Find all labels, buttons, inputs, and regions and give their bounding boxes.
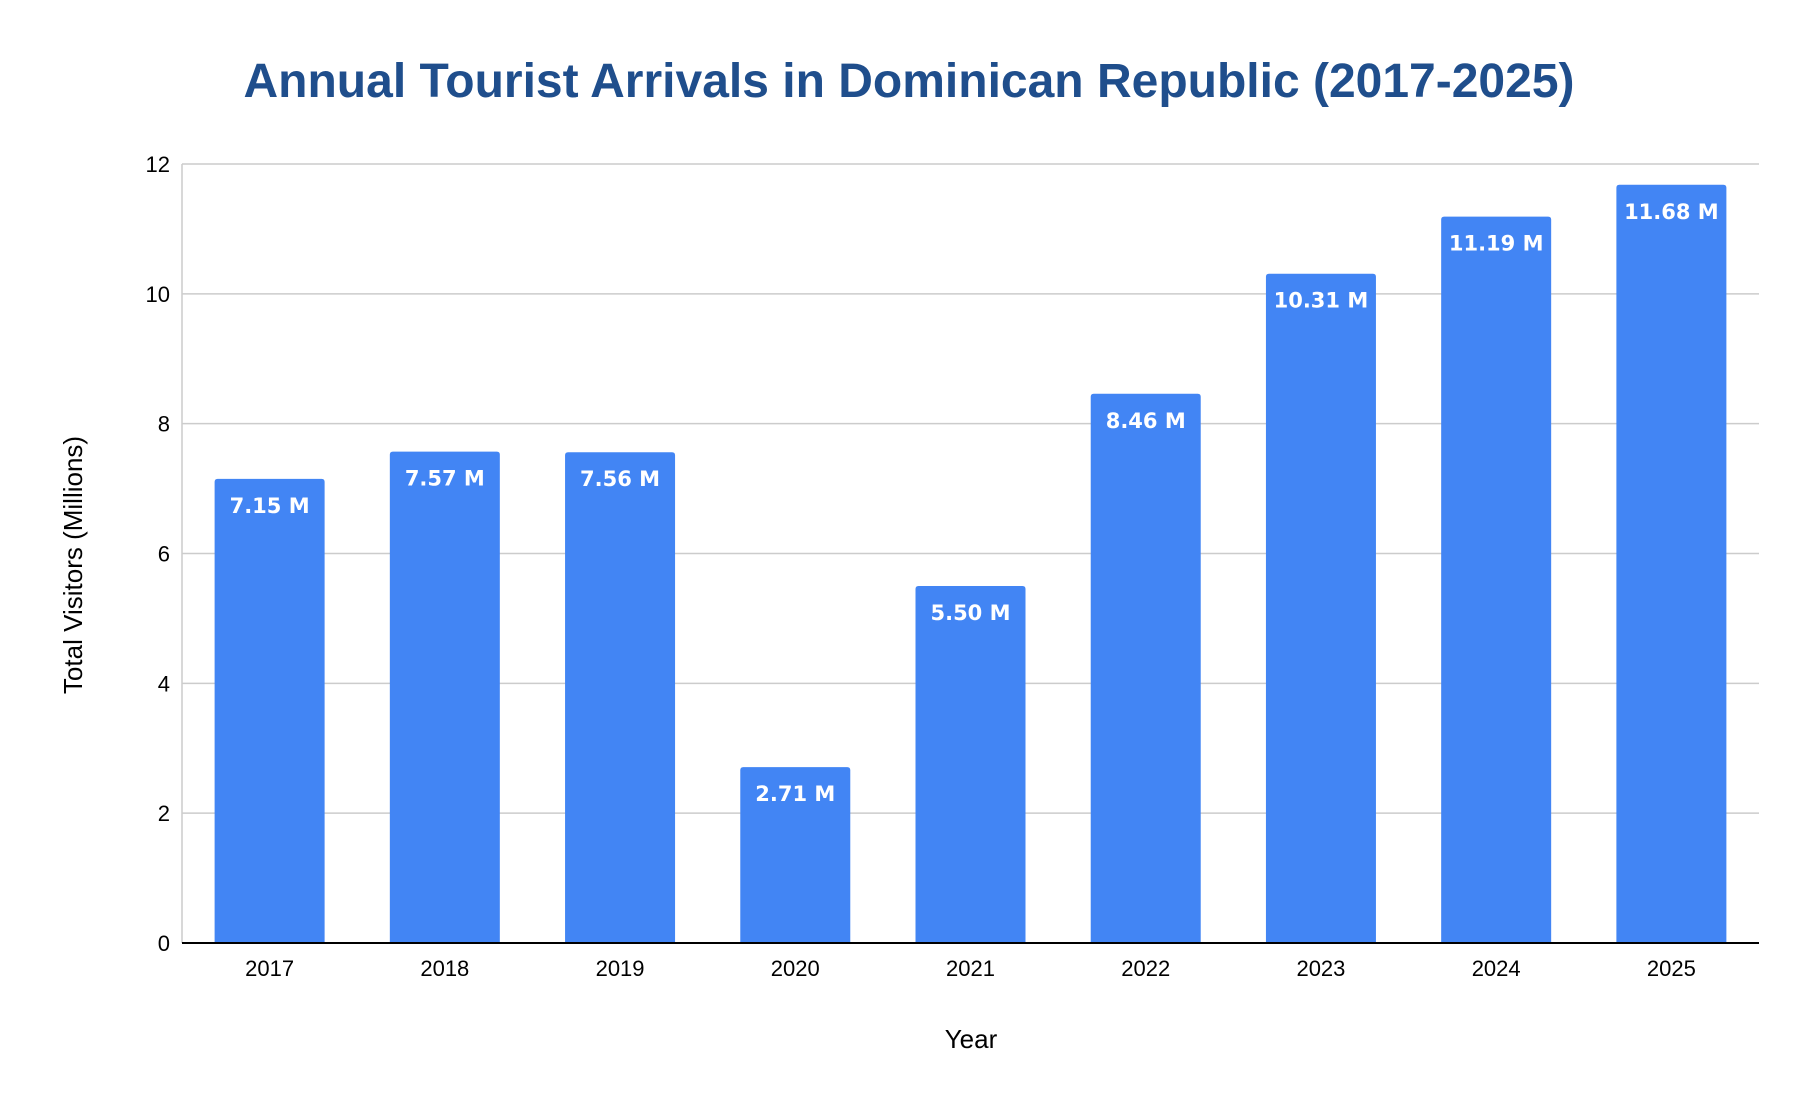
- x-tick-label: 2024: [1472, 956, 1521, 981]
- data-label: 2.71 M: [755, 782, 835, 806]
- x-axis-title: Year: [945, 1024, 998, 1054]
- x-tick-label: 2025: [1647, 956, 1696, 981]
- data-label: 8.46 M: [1106, 409, 1186, 433]
- bar: [1090, 393, 1201, 943]
- data-label: 11.68 M: [1624, 200, 1719, 224]
- x-tick-label: 2021: [946, 956, 995, 981]
- x-axis-ticks: 2017 2018 2019 2020 2021 2022 2023 2024 2025: [245, 956, 1696, 981]
- data-label: 10.31 M: [1274, 289, 1369, 313]
- data-labels: 7.15 M 7.57 M 7.56 M 2.71 M 5.50 M 8.46 M 10.3…: [230, 200, 1719, 806]
- bar: [915, 585, 1026, 943]
- y-tick-label: 8: [158, 412, 170, 437]
- data-label: 7.57 M: [405, 467, 485, 491]
- y-tick-label: 10: [146, 282, 170, 307]
- y-axis-title: Total Visitors (Millions): [58, 436, 88, 694]
- x-tick-label: 2020: [771, 956, 820, 981]
- x-tick-label: 2017: [245, 956, 294, 981]
- bar: [389, 451, 500, 943]
- data-label: 5.50 M: [930, 601, 1010, 625]
- y-tick-label: 4: [158, 671, 170, 696]
- y-tick-label: 0: [158, 931, 170, 956]
- x-tick-label: 2023: [1296, 956, 1345, 981]
- x-tick-label: 2019: [596, 956, 645, 981]
- bar: [1616, 184, 1727, 944]
- bar: [1265, 273, 1376, 943]
- bar: [740, 767, 851, 943]
- y-tick-label: 2: [158, 801, 170, 826]
- bar: [214, 478, 325, 943]
- bar: [1441, 216, 1552, 943]
- bars: [214, 184, 1727, 944]
- bar: [565, 452, 676, 943]
- data-label: 11.19 M: [1449, 232, 1544, 256]
- x-tick-label: 2022: [1121, 956, 1170, 981]
- y-axis-ticks: 0 2 4 6 8 10 12: [146, 152, 170, 956]
- y-tick-label: 6: [158, 542, 170, 567]
- data-label: 7.56 M: [580, 467, 660, 491]
- y-tick-label: 12: [146, 152, 170, 177]
- data-label: 7.15 M: [230, 494, 310, 518]
- chart-title: Annual Tourist Arrivals in Dominican Rep…: [244, 55, 1575, 108]
- x-tick-label: 2018: [420, 956, 469, 981]
